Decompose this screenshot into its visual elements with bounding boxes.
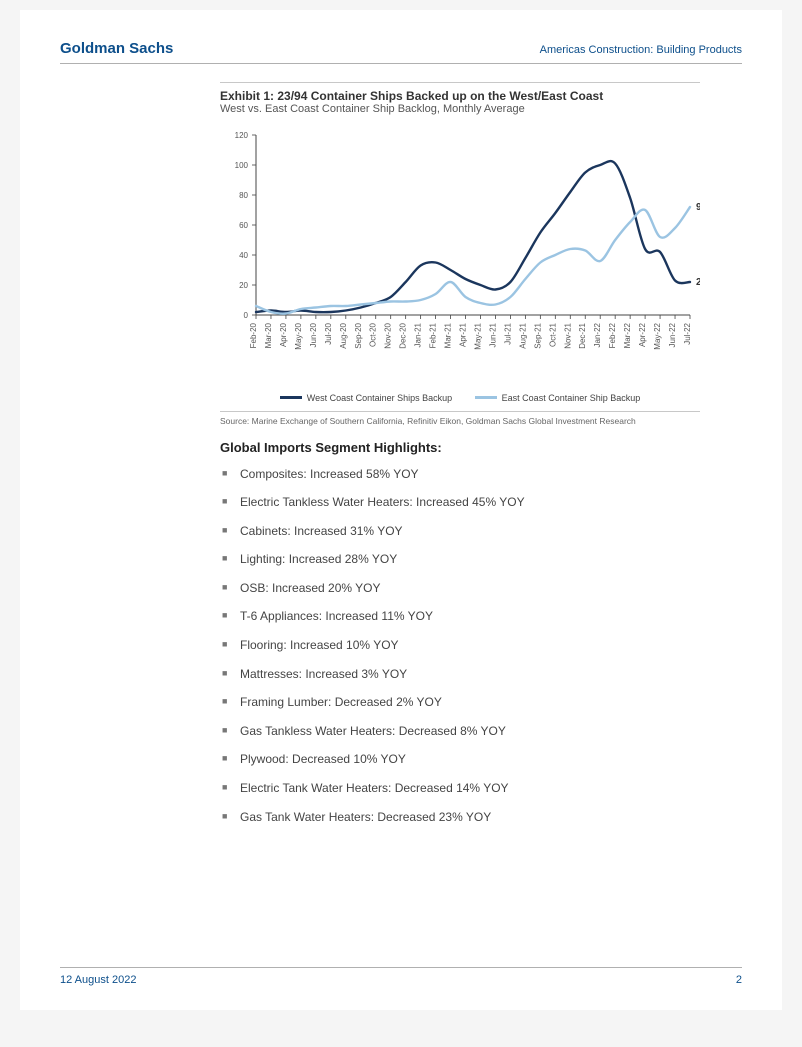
legend-swatch-icon <box>475 396 497 399</box>
list-item: Plywood: Decreased 10% YOY <box>220 752 700 768</box>
legend-label: East Coast Container Ship Backup <box>502 393 641 403</box>
list-item: Gas Tankless Water Heaters: Decreased 8%… <box>220 724 700 740</box>
list-item: Electric Tankless Water Heaters: Increas… <box>220 495 700 511</box>
svg-text:Feb-22: Feb-22 <box>608 322 617 348</box>
highlights-list: Composites: Increased 58% YOY Electric Ta… <box>220 467 700 826</box>
svg-text:Jun-22: Jun-22 <box>668 322 677 347</box>
legend-item-east: East Coast Container Ship Backup <box>475 393 641 403</box>
svg-text:80: 80 <box>239 191 248 200</box>
svg-text:Oct-21: Oct-21 <box>548 322 557 347</box>
page-header: Goldman Sachs Americas Construction: Bui… <box>60 40 742 64</box>
svg-text:Nov-21: Nov-21 <box>563 322 572 348</box>
svg-text:May-21: May-21 <box>473 322 482 349</box>
svg-text:Oct-20: Oct-20 <box>369 322 378 347</box>
svg-text:Sep-20: Sep-20 <box>354 322 363 348</box>
svg-text:Sep-21: Sep-21 <box>533 322 542 348</box>
main-content: Exhibit 1: 23/94 Container Ships Backed … <box>220 82 700 825</box>
list-item: T-6 Appliances: Increased 11% YOY <box>220 609 700 625</box>
list-item: Gas Tank Water Heaters: Decreased 23% YO… <box>220 810 700 826</box>
chart-source: Source: Marine Exchange of Southern Cali… <box>220 411 700 426</box>
list-item: OSB: Increased 20% YOY <box>220 581 700 597</box>
svg-text:Aug-20: Aug-20 <box>339 322 348 348</box>
list-item: Mattresses: Increased 3% YOY <box>220 667 700 683</box>
list-item: Electric Tank Water Heaters: Decreased 1… <box>220 781 700 797</box>
list-item: Composites: Increased 58% YOY <box>220 467 700 483</box>
svg-text:Nov-20: Nov-20 <box>384 322 393 348</box>
section-heading: Global Imports Segment Highlights: <box>220 440 700 455</box>
brand-name: Goldman Sachs <box>60 40 173 57</box>
footer-page-number: 2 <box>736 974 742 986</box>
svg-text:94: 94 <box>696 202 700 213</box>
svg-text:Apr-21: Apr-21 <box>459 322 468 347</box>
chart-svg: 0 20 40 60 80 100 120 Feb-20 Mar-20 Apr-20 May-20 J… <box>220 125 700 385</box>
svg-text:Apr-22: Apr-22 <box>638 322 647 347</box>
legend-item-west: West Coast Container Ships Backup <box>280 393 452 403</box>
svg-text:20: 20 <box>239 281 248 290</box>
list-item: Framing Lumber: Decreased 2% YOY <box>220 695 700 711</box>
svg-text:Jun-21: Jun-21 <box>488 322 497 347</box>
svg-text:Jul-21: Jul-21 <box>503 322 512 344</box>
svg-text:Aug-21: Aug-21 <box>518 322 527 348</box>
svg-text:Feb-21: Feb-21 <box>429 322 438 348</box>
svg-text:Apr-20: Apr-20 <box>279 322 288 347</box>
svg-text:Dec-20: Dec-20 <box>399 322 408 348</box>
svg-text:0: 0 <box>244 311 249 320</box>
list-item: Lighting: Increased 28% YOY <box>220 552 700 568</box>
footer-date: 12 August 2022 <box>60 974 136 986</box>
svg-text:Mar-20: Mar-20 <box>264 322 273 348</box>
page-footer: 12 August 2022 2 <box>60 967 742 986</box>
svg-text:Jan-22: Jan-22 <box>593 322 602 347</box>
svg-text:120: 120 <box>235 131 249 140</box>
svg-text:100: 100 <box>235 161 249 170</box>
svg-text:Mar-22: Mar-22 <box>623 322 632 348</box>
list-item: Flooring: Increased 10% YOY <box>220 638 700 654</box>
line-chart: 0 20 40 60 80 100 120 Feb-20 Mar-20 Apr-20 May-20 J… <box>220 125 700 385</box>
svg-text:Dec-21: Dec-21 <box>578 322 587 348</box>
svg-text:40: 40 <box>239 251 248 260</box>
svg-text:Mar-21: Mar-21 <box>444 322 453 348</box>
svg-text:May-22: May-22 <box>653 322 662 349</box>
svg-text:May-20: May-20 <box>294 322 303 349</box>
doc-category: Americas Construction: Building Products <box>540 44 742 56</box>
report-page: Goldman Sachs Americas Construction: Bui… <box>20 10 782 1010</box>
svg-text:Jul-22: Jul-22 <box>683 322 692 344</box>
list-item: Cabinets: Increased 31% YOY <box>220 524 700 540</box>
legend-swatch-icon <box>280 396 302 399</box>
svg-text:Feb-20: Feb-20 <box>249 322 258 348</box>
svg-text:60: 60 <box>239 221 248 230</box>
chart-legend: West Coast Container Ships Backup East C… <box>220 391 700 403</box>
svg-text:Jul-20: Jul-20 <box>324 322 333 344</box>
exhibit-title: Exhibit 1: 23/94 Container Ships Backed … <box>220 89 700 103</box>
exhibit-subtitle: West vs. East Coast Container Ship Backl… <box>220 103 700 115</box>
svg-text:23: 23 <box>696 277 700 288</box>
legend-label: West Coast Container Ships Backup <box>307 393 452 403</box>
exhibit-block: Exhibit 1: 23/94 Container Ships Backed … <box>220 82 700 426</box>
svg-text:Jan-21: Jan-21 <box>414 322 423 347</box>
svg-text:Jun-20: Jun-20 <box>309 322 318 347</box>
